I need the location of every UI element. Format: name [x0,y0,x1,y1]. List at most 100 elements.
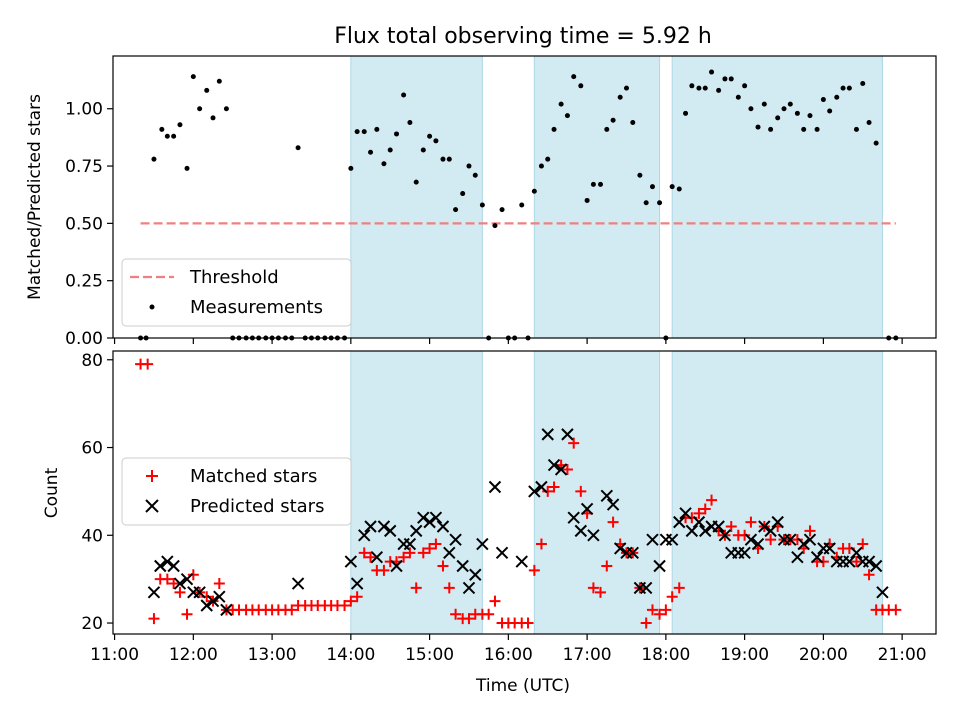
measurement-point-51 [472,172,478,178]
legend-predicted-swatch [145,499,159,513]
measurement-point-96 [768,126,774,132]
matched-star-marker-31 [339,599,351,611]
predicted-star-marker-41 [554,463,568,476]
predicted-star-marker-60 [685,524,699,538]
matched-star-marker-1 [142,358,154,370]
top-y-tick-label-0: 0.00 [65,329,103,349]
predicted-star-marker-16 [364,520,377,533]
legend-measurements-swatch [149,304,155,310]
matched-star-marker-63 [548,481,560,493]
predicted-star-marker-78 [803,533,817,546]
bottom-legend: Matched stars Predicted stars [121,457,352,526]
predicted-star-marker-7 [193,586,206,599]
predicted-star-marker-69 [744,533,758,546]
matched-star-marker-60 [528,564,540,576]
measurement-point-78 [649,184,655,190]
measurement-point-98 [781,106,787,112]
top-y-tick-label-3: 0.75 [65,157,103,177]
matched-star-marker-61 [535,538,547,550]
top-y-tick-label-1: 0.25 [65,272,103,292]
measurement-point-71 [604,126,610,132]
top-panel: 0.00 0.25 0.50 0.75 1.00 Threshold Measureme… [65,55,937,349]
measurement-point-9 [197,106,203,112]
matched-star-markers [135,358,902,629]
measurement-point-61 [538,163,544,169]
measurement-point-69 [590,181,596,187]
matched-star-marker-111 [863,569,875,581]
measurement-point-111 [866,119,872,125]
measurement-point-34 [361,129,367,135]
measurement-point-46 [440,156,446,162]
predicted-star-marker-79 [810,551,824,564]
predicted-star-marker-47 [600,489,614,502]
measurement-point-102 [807,113,813,119]
x-axis-label: Time (UTC) [475,676,570,696]
measurement-point-91 [735,94,741,100]
predicted-star-marker-4 [173,577,187,590]
matched-star-marker-90 [725,521,737,533]
predicted-star-marker-3 [167,559,180,573]
measurement-point-42 [413,179,419,185]
measurement-point-94 [755,124,761,130]
matched-star-marker-69 [587,582,599,594]
matched-star-marker-72 [607,516,619,528]
predicted-star-marker-28 [443,546,456,560]
predicted-star-marker-30 [456,559,469,573]
measurement-point-72 [610,117,616,123]
matched-star-marker-53 [483,608,495,620]
measurement-point-55 [499,207,505,213]
measurement-point-67 [578,83,584,89]
measurement-point-60 [531,188,537,194]
predicted-star-marker-68 [738,546,751,560]
bottom-x-tick-label-5: 16:00 [484,645,533,665]
matched-star-marker-80 [660,604,672,616]
predicted-star-marker-48 [606,498,620,511]
predicted-star-marker-10 [213,590,226,603]
top-y-axis-label: Matched/Predicted stars [25,94,45,300]
measurement-point-11 [210,115,216,121]
predicted-star-marker-42 [561,428,574,441]
bottom-y-axis-label: Count [42,467,62,518]
top-shaded-interval-2 [533,55,661,339]
matched-star-marker-65 [561,463,573,475]
predicted-star-markers [147,428,889,617]
measurement-point-103 [814,126,820,132]
matched-star-marker-66 [568,437,580,449]
legend-measurements-label: Measurements [190,297,323,318]
matched-star-marker-47 [443,582,455,594]
measurement-point-47 [446,156,452,162]
predicted-star-marker-43 [567,511,580,524]
predicted-star-marker-57 [665,533,679,546]
measurement-point-8 [190,74,196,80]
predicted-star-marker-51 [626,546,639,560]
bottom-x-tick-label-3: 14:00 [326,645,375,665]
predicted-star-marker-64 [712,520,725,533]
matched-star-marker-40 [398,551,410,563]
top-y-tick-label-2: 0.50 [65,214,103,234]
matched-star-marker-35 [365,551,377,563]
predicted-star-marker-1 [154,559,167,573]
bottom-y-tick-label-2: 60 [81,439,103,459]
predicted-star-marker-54 [646,533,659,546]
measurement-point-39 [394,131,400,137]
bottom-x-tick-label-10: 21:00 [878,645,927,665]
bottom-x-tick-label-2: 13:00 [248,645,297,665]
predicted-star-marker-73 [771,515,784,529]
matched-star-marker-4 [161,573,173,585]
top-axes: 0.00 0.25 0.50 0.75 1.00 [65,55,937,349]
legend-threshold-label: Threshold [189,267,279,288]
measurement-point-68 [584,197,590,203]
matched-star-marker-93 [745,516,757,528]
predicted-star-marker-17 [370,551,384,564]
measurement-point-45 [433,138,439,144]
predicted-star-marker-46 [587,529,600,542]
predicted-star-marker-45 [580,502,594,516]
predicted-star-marker-12 [291,577,305,590]
legend-predicted-label: Predicted stars [190,496,324,517]
measurement-point-62 [545,156,551,162]
bottom-y-tick-label-1: 40 [81,526,103,546]
matched-star-marker-109 [850,556,862,568]
matched-star-marker-115 [890,604,902,616]
measurement-point-109 [853,126,859,132]
measurement-point-48 [453,207,459,213]
